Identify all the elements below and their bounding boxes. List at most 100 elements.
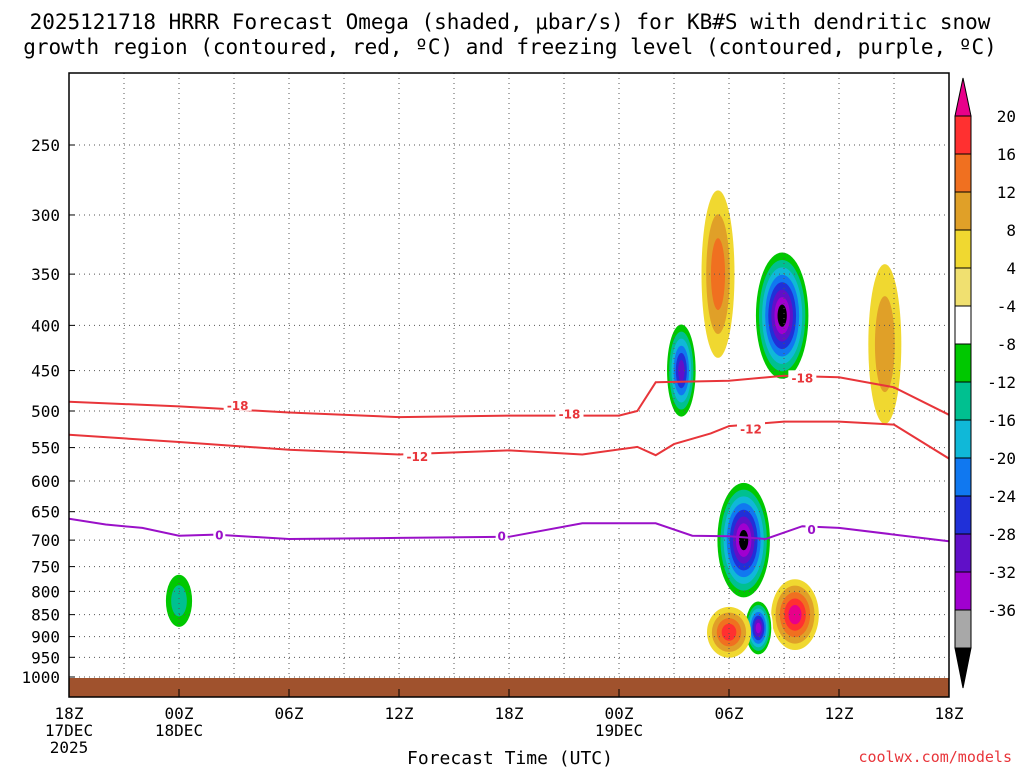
contour-label-bg bbox=[805, 521, 818, 535]
x-tick-label: 00Z bbox=[605, 704, 634, 723]
omega-feature bbox=[771, 579, 819, 651]
contours: -18 -18 -18 -12 -12 0 0 0 bbox=[69, 370, 949, 544]
colorbar-segment bbox=[954, 153, 972, 193]
y-tick-label: 700 bbox=[31, 531, 60, 550]
omega-contour-fill bbox=[721, 623, 737, 641]
colorbar-segment bbox=[954, 343, 972, 383]
omega-shading bbox=[160, 190, 902, 658]
omega-contour-fill bbox=[874, 296, 895, 393]
y-tick-label: 300 bbox=[31, 206, 60, 225]
contour-label-bg bbox=[223, 397, 252, 411]
x-tick-label: 18Z bbox=[55, 704, 84, 723]
omega-contour-fill bbox=[788, 604, 802, 625]
x-tick-label: 12Z bbox=[825, 704, 854, 723]
colorbar-label: 4 bbox=[1006, 259, 1016, 278]
x-tick-label: 18Z bbox=[495, 704, 524, 723]
omega-feature bbox=[868, 264, 902, 425]
y-tick-label: 500 bbox=[31, 402, 60, 421]
x-tick-label: 06Z bbox=[275, 704, 304, 723]
colorbar-segment bbox=[954, 457, 972, 497]
colorbar-segment bbox=[954, 191, 972, 231]
omega-feature bbox=[664, 317, 698, 424]
grid bbox=[69, 73, 949, 697]
colorbar-segment bbox=[954, 381, 972, 421]
omega-contour-fill bbox=[777, 304, 787, 327]
omega-feature bbox=[573, 244, 592, 444]
title-line-2: growth region (contoured, red, ºC) and f… bbox=[23, 35, 997, 59]
y-tick-label: 850 bbox=[31, 606, 60, 625]
colorbar: 20 16 12 8 4 -4 -8 -12 -16 -20 -24 -28 -32 -36 bbox=[954, 77, 1016, 689]
colorbar-segment bbox=[954, 229, 972, 269]
contour-line bbox=[69, 374, 949, 419]
colorbar-segment bbox=[954, 419, 972, 459]
x-tick-label: 19DEC bbox=[595, 721, 643, 740]
colorbar-arrow-bottom bbox=[954, 647, 972, 689]
contour-label-bg bbox=[213, 527, 226, 541]
omega-contour-fill bbox=[678, 359, 685, 382]
contour-label-bg bbox=[555, 406, 584, 420]
colorbar-label: 8 bbox=[1006, 221, 1016, 240]
colorbar-label: 12 bbox=[997, 183, 1016, 202]
omega-contour-fill bbox=[755, 622, 761, 634]
colorbar-segment bbox=[954, 305, 972, 345]
omega-contour-fill bbox=[573, 244, 592, 444]
colorbar-label: -12 bbox=[987, 373, 1016, 392]
contour-label: 0 bbox=[497, 530, 505, 544]
title-line-1: 2025121718 HRRR Forecast Omega (shaded, … bbox=[30, 10, 991, 34]
colorbar-label: -36 bbox=[987, 601, 1016, 620]
contour-label-bg bbox=[737, 421, 765, 435]
x-tick-label: 2025 bbox=[50, 738, 89, 757]
omega-feature bbox=[752, 245, 812, 387]
credit-text: coolwx.com/models bbox=[858, 748, 1012, 766]
omega-feature bbox=[743, 597, 773, 658]
contour-label: 0 bbox=[215, 529, 223, 543]
contour-label: -18 bbox=[559, 407, 581, 421]
colorbar-label: -24 bbox=[987, 487, 1016, 506]
contour-label: -12 bbox=[406, 450, 428, 464]
x-tick-label: 17DEC bbox=[45, 721, 93, 740]
y-tick-label: 800 bbox=[31, 582, 60, 601]
contour-label: -18 bbox=[227, 399, 249, 413]
omega-feature bbox=[701, 190, 735, 358]
colorbar-label: -4 bbox=[997, 297, 1016, 316]
contour-line bbox=[69, 517, 949, 543]
x-tick-label: 18Z bbox=[935, 704, 964, 723]
colorbar-segment bbox=[954, 571, 972, 611]
colorbar-segment bbox=[954, 495, 972, 535]
x-tick-label: 06Z bbox=[715, 704, 744, 723]
x-tick-label: 18DEC bbox=[155, 721, 203, 740]
x-tick-label: 12Z bbox=[385, 704, 414, 723]
contour-label: 0 bbox=[807, 523, 815, 537]
omega-feature bbox=[714, 476, 774, 605]
omega-contour-fill bbox=[171, 585, 187, 617]
y-tick-label: 250 bbox=[31, 136, 60, 155]
y-axis: 250 300 350 400 450 500 550 600 650 700 750 800 850 9… bbox=[21, 136, 75, 687]
colorbar-label: -20 bbox=[987, 449, 1016, 468]
colorbar-label: 16 bbox=[997, 145, 1016, 164]
y-tick-label: 450 bbox=[31, 362, 60, 381]
omega-contour-fill bbox=[710, 238, 726, 311]
colorbar-label: -28 bbox=[987, 525, 1016, 544]
colorbar-label: -32 bbox=[987, 563, 1016, 582]
y-tick-label: 950 bbox=[31, 648, 60, 667]
x-axis-title: Forecast Time (UTC) bbox=[407, 748, 613, 768]
y-tick-label: 1000 bbox=[21, 668, 60, 687]
colorbar-label: -8 bbox=[997, 335, 1016, 354]
chart-title: 2025121718 HRRR Forecast Omega (shaded, … bbox=[23, 10, 997, 59]
colorbar-label: 20 bbox=[997, 107, 1016, 126]
contour-line bbox=[69, 420, 949, 460]
colorbar-label: -16 bbox=[987, 411, 1016, 430]
omega-contour-fill bbox=[739, 530, 749, 551]
contour-label: -18 bbox=[791, 371, 813, 385]
y-tick-label: 650 bbox=[31, 503, 60, 522]
contour-label-bg bbox=[788, 370, 817, 384]
contour-label-bg bbox=[495, 528, 508, 542]
x-tick-label: 00Z bbox=[165, 704, 194, 723]
y-tick-label: 350 bbox=[31, 265, 60, 284]
omega-feature bbox=[707, 606, 751, 658]
contour-label: -12 bbox=[740, 422, 762, 436]
y-tick-label: 400 bbox=[31, 316, 60, 335]
plot-area: -18 -18 -18 -12 -12 0 0 0 bbox=[69, 73, 949, 697]
